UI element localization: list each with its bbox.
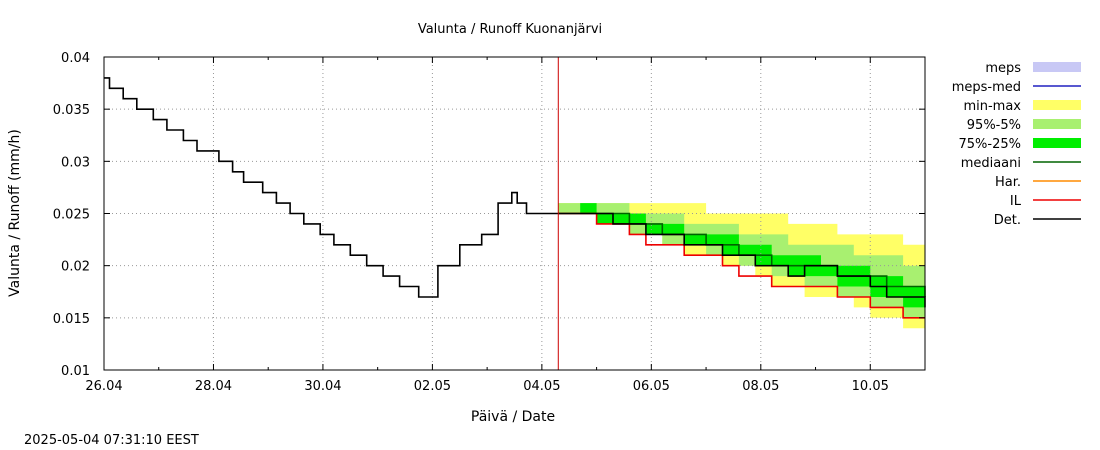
plot-border xyxy=(103,56,926,371)
x-tick-label: 08.05 xyxy=(742,379,779,394)
legend-label-median: mediaani xyxy=(961,156,1021,171)
x-axis-label: Päivä / Date xyxy=(471,409,555,425)
legend-label-det: Det. xyxy=(994,213,1021,228)
x-tick-label: 04.05 xyxy=(523,379,560,394)
y-tick-label: 0.015 xyxy=(53,312,90,327)
band-75-25 xyxy=(558,203,925,308)
chart-title: Valunta / Runoff Kuonanjärvi xyxy=(418,22,602,37)
data-series xyxy=(104,57,926,370)
x-tick-label: 02.05 xyxy=(414,379,451,394)
y-tick-label: 0.035 xyxy=(53,103,90,118)
legend-label-il: IL xyxy=(1010,194,1022,209)
legend-swatch-min_max xyxy=(1033,100,1081,110)
x-tick-label: 30.04 xyxy=(304,379,341,394)
legend-label-min_max: min-max xyxy=(963,99,1021,114)
plot-frame xyxy=(103,56,926,371)
legend: meps meps-med min-max 95%-5% 75%-25% mediaani… xyxy=(952,61,1081,228)
x-tick-label: 10.05 xyxy=(852,379,889,394)
legend-label-har: Har. xyxy=(995,175,1021,190)
x-tick-label: 06.05 xyxy=(633,379,670,394)
y-tick-label: 0.02 xyxy=(61,260,90,275)
legend-label-meps_med: meps-med xyxy=(952,80,1021,95)
x-tick-label: 28.04 xyxy=(195,379,232,394)
legend-swatch-p75_25 xyxy=(1033,138,1081,148)
series-il xyxy=(558,212,925,319)
y-tick-label: 0.03 xyxy=(61,155,90,170)
y-tick-label: 0.01 xyxy=(61,364,90,379)
legend-swatch-p95_5 xyxy=(1033,119,1081,129)
legend-label-meps: meps xyxy=(985,61,1021,76)
legend-label-p95_5: 95%-5% xyxy=(967,118,1021,133)
y-tick-label: 0.04 xyxy=(61,51,90,66)
y-axis-label: Valunta / Runoff (mm/h) xyxy=(7,129,23,297)
series-det xyxy=(104,77,559,298)
grid-lines xyxy=(104,57,925,370)
series-det-forecast xyxy=(558,212,926,308)
legend-label-p75_25: 75%-25% xyxy=(959,137,1021,152)
legend-swatch-meps xyxy=(1033,62,1081,72)
axis-ticks: 26.04 28.04 30.04 02.05 04.05 06.05 08.05 10.05… xyxy=(53,51,925,394)
timestamp: 2025-05-04 07:31:10 EEST xyxy=(24,433,199,448)
x-tick-label: 26.04 xyxy=(85,379,122,394)
y-tick-label: 0.025 xyxy=(53,208,90,223)
